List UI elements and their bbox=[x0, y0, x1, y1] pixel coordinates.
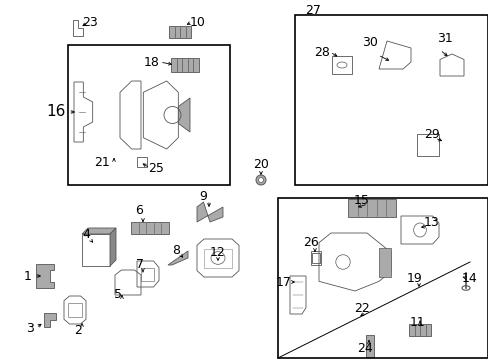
Text: 10: 10 bbox=[190, 15, 205, 28]
Text: 4: 4 bbox=[82, 229, 90, 242]
Bar bbox=[408, 324, 430, 336]
Polygon shape bbox=[44, 313, 56, 327]
Bar bbox=[68, 45, 229, 185]
Text: 9: 9 bbox=[199, 189, 206, 202]
Polygon shape bbox=[168, 251, 187, 265]
Text: 25: 25 bbox=[148, 162, 163, 175]
Text: 8: 8 bbox=[172, 243, 180, 256]
Ellipse shape bbox=[256, 175, 265, 185]
Text: 21: 21 bbox=[94, 156, 110, 168]
Text: 29: 29 bbox=[423, 129, 439, 141]
Bar bbox=[278, 198, 487, 358]
Bar bbox=[310, 251, 320, 265]
Text: 17: 17 bbox=[276, 275, 291, 288]
Text: 14: 14 bbox=[461, 271, 477, 284]
Bar bbox=[347, 199, 395, 217]
Text: 5: 5 bbox=[114, 288, 122, 302]
Text: 23: 23 bbox=[82, 15, 98, 28]
Polygon shape bbox=[197, 202, 223, 222]
Text: 13: 13 bbox=[423, 216, 439, 229]
Text: 27: 27 bbox=[305, 4, 320, 17]
Text: 22: 22 bbox=[353, 302, 369, 315]
Text: 11: 11 bbox=[409, 315, 425, 328]
Text: 28: 28 bbox=[313, 45, 329, 58]
Text: 19: 19 bbox=[407, 271, 422, 284]
Text: 20: 20 bbox=[253, 158, 268, 171]
Bar bbox=[82, 234, 110, 266]
Bar bbox=[137, 157, 147, 167]
Text: 7: 7 bbox=[136, 258, 143, 271]
Polygon shape bbox=[110, 228, 116, 266]
Text: 24: 24 bbox=[356, 342, 372, 355]
Text: 3: 3 bbox=[26, 321, 34, 334]
Bar bbox=[171, 58, 199, 72]
Text: 15: 15 bbox=[353, 194, 369, 207]
Text: 12: 12 bbox=[210, 246, 225, 258]
Text: 1: 1 bbox=[24, 270, 32, 283]
Polygon shape bbox=[178, 98, 190, 132]
Bar bbox=[294, 15, 487, 185]
Text: 26: 26 bbox=[303, 235, 318, 248]
Polygon shape bbox=[82, 228, 116, 234]
Bar bbox=[169, 26, 191, 38]
Bar bbox=[378, 248, 390, 276]
Text: 31: 31 bbox=[436, 31, 452, 45]
Text: 16: 16 bbox=[46, 104, 65, 120]
Polygon shape bbox=[36, 264, 54, 288]
Text: 18: 18 bbox=[144, 55, 160, 68]
Text: 30: 30 bbox=[361, 36, 377, 49]
Text: 6: 6 bbox=[135, 203, 142, 216]
Bar bbox=[365, 335, 373, 357]
Text: 2: 2 bbox=[74, 324, 82, 337]
Ellipse shape bbox=[258, 177, 263, 183]
Bar bbox=[131, 222, 169, 234]
